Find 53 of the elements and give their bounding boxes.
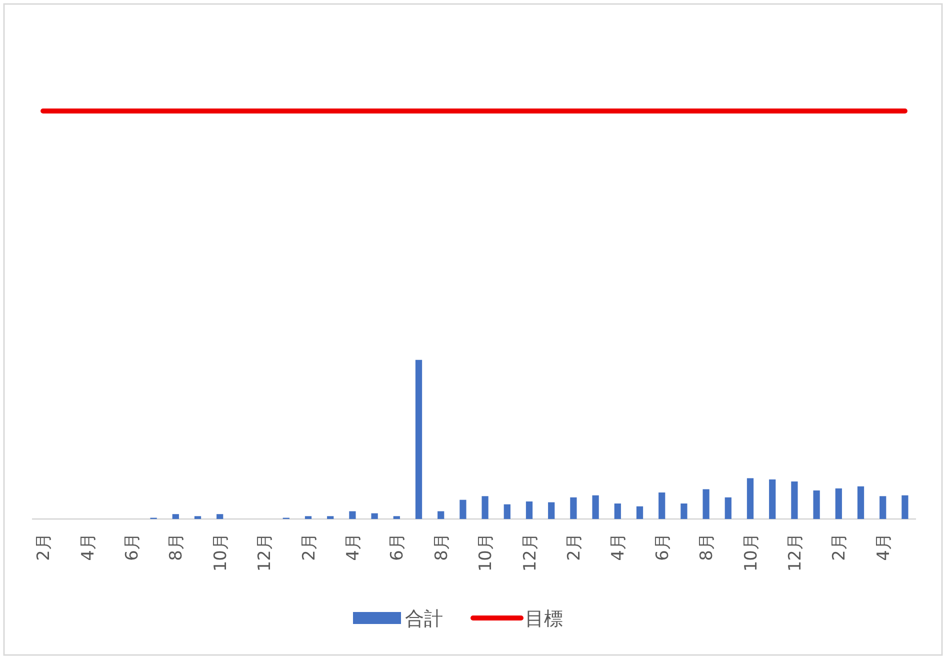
legend-label: 目標 (525, 608, 563, 630)
bar (658, 492, 666, 519)
bar (438, 511, 444, 519)
bar (880, 496, 886, 519)
x-tick-label: 12月 (520, 533, 540, 572)
bar (548, 502, 555, 519)
bar (349, 511, 356, 519)
x-tick-label: 10月 (210, 533, 231, 572)
x-tick-label: 8月 (697, 533, 718, 561)
bar (902, 495, 908, 519)
x-tick-label: 4月 (608, 533, 629, 561)
x-tick-label: 10月 (476, 533, 496, 572)
bar (415, 360, 422, 519)
x-tick-label: 6月 (652, 533, 673, 561)
bar (614, 503, 621, 519)
bar (526, 501, 533, 519)
bar (746, 478, 754, 519)
x-tick-label: 10月 (741, 533, 762, 572)
bar (857, 486, 864, 519)
x-tick-label: 4月 (78, 533, 98, 561)
x-tick-label: 4月 (343, 533, 364, 561)
bar (769, 479, 776, 519)
bar (636, 506, 644, 519)
x-tick-label: 2月 (830, 533, 850, 561)
x-tick-label: 6月 (388, 533, 408, 561)
legend-label: 合計 (405, 608, 443, 630)
bar (570, 497, 577, 519)
bar (460, 500, 466, 519)
bar (791, 481, 798, 519)
bar (592, 495, 599, 519)
x-tick-label: 8月 (166, 533, 187, 561)
x-tick-label: 6月 (122, 533, 142, 561)
bar (724, 497, 732, 519)
bar (504, 504, 510, 519)
bar (393, 516, 400, 519)
x-tick-label: 8月 (432, 533, 452, 561)
bar (216, 514, 224, 519)
x-tick-label: 4月 (874, 533, 894, 561)
x-tick-label: 12月 (255, 533, 276, 572)
bar (835, 488, 842, 519)
bar (680, 503, 688, 519)
x-tick-label: 2月 (34, 533, 54, 561)
bar (371, 513, 378, 519)
bar (813, 490, 820, 519)
x-tick-label: 2月 (564, 533, 584, 561)
bar (304, 516, 312, 519)
bar (702, 489, 710, 519)
x-tick-label: 2月 (299, 533, 320, 561)
bar (482, 496, 488, 519)
bar (327, 516, 334, 519)
bar (194, 516, 202, 519)
bar (172, 514, 179, 519)
x-tick-label: 12月 (785, 533, 806, 572)
